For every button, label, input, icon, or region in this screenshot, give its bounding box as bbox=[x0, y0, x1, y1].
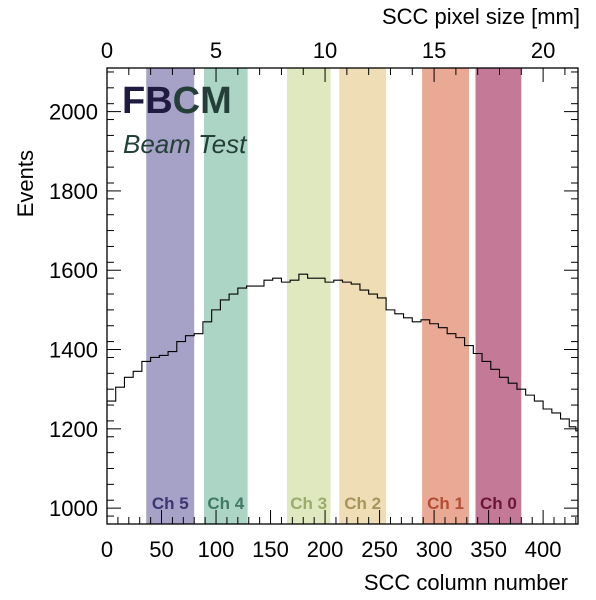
top-x-axis-title: SCC pixel size [mm] bbox=[382, 4, 580, 29]
channel-label-4: Ch 1 bbox=[427, 494, 464, 513]
series-line bbox=[107, 273, 578, 432]
channel-labels: Ch 5 Ch 4 Ch 3 Ch 2 Ch 1 Ch 0 bbox=[152, 494, 517, 513]
y-tick-label-1: 1200 bbox=[49, 417, 98, 442]
histogram-series bbox=[107, 273, 578, 432]
channel-label-3: Ch 2 bbox=[344, 494, 381, 513]
y-tick-label-4: 1800 bbox=[49, 179, 98, 204]
y-tick-label-2: 1400 bbox=[49, 338, 98, 363]
experiment-label: FBCM bbox=[122, 80, 232, 122]
y-tick-label-3: 1600 bbox=[49, 258, 98, 283]
x-tick-label-5: 250 bbox=[361, 537, 398, 562]
channel-band-4 bbox=[422, 68, 469, 524]
x-tick-label-8: 400 bbox=[525, 537, 562, 562]
tick-labels: 0 50 100 150 200 250 300 350 4001000120014001600… bbox=[49, 38, 561, 562]
channel-band-3 bbox=[339, 68, 387, 524]
y-axis-title: Events bbox=[13, 150, 38, 217]
channel-band-5 bbox=[475, 68, 522, 524]
plot-frame bbox=[106, 67, 579, 525]
top-x-tick-label-4: 20 bbox=[531, 38, 555, 63]
x-axis-title: SCC column number bbox=[364, 570, 568, 595]
top-x-tick-label-0: 0 bbox=[101, 38, 113, 63]
channel-label-0: Ch 5 bbox=[152, 494, 189, 513]
beam-test-label: Beam Test bbox=[123, 129, 248, 159]
channel-label-5: Ch 0 bbox=[480, 494, 517, 513]
axis-ticks bbox=[106, 68, 578, 524]
y-tick-label-5: 2000 bbox=[49, 100, 98, 125]
channel-band-2 bbox=[286, 68, 331, 524]
x-tick-label-6: 300 bbox=[416, 537, 453, 562]
x-tick-label-0: 0 bbox=[101, 537, 113, 562]
x-tick-label-3: 150 bbox=[252, 537, 289, 562]
top-x-tick-label-1: 5 bbox=[210, 38, 222, 63]
x-tick-label-7: 350 bbox=[470, 537, 507, 562]
x-tick-label-4: 200 bbox=[307, 537, 344, 562]
channel-band-0 bbox=[146, 68, 195, 524]
channel-bands bbox=[146, 68, 522, 524]
top-x-tick-label-3: 15 bbox=[422, 38, 446, 63]
top-x-tick-label-2: 10 bbox=[313, 38, 337, 63]
channel-band-1 bbox=[204, 68, 248, 524]
x-tick-label-2: 100 bbox=[198, 537, 235, 562]
x-tick-label-1: 50 bbox=[149, 537, 173, 562]
y-tick-label-0: 1000 bbox=[49, 496, 98, 521]
channel-label-2: Ch 3 bbox=[290, 494, 327, 513]
channel-label-1: Ch 4 bbox=[207, 494, 244, 513]
